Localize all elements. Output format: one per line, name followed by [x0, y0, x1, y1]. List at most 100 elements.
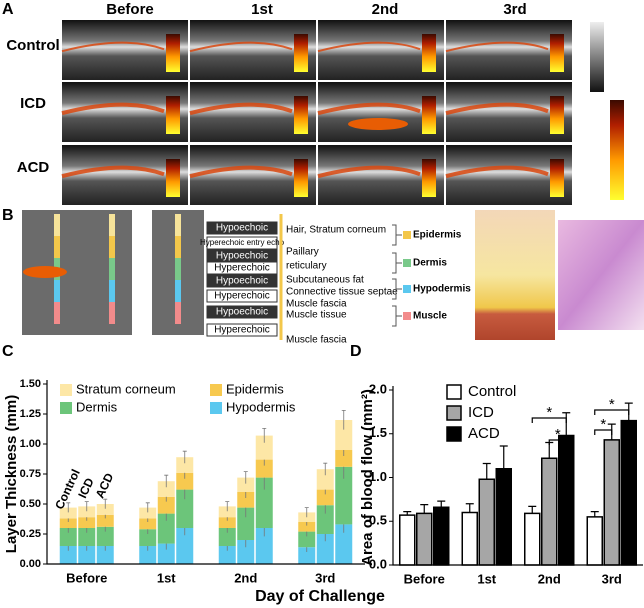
bar-segment [316, 534, 334, 564]
structure-label: Paillary [286, 247, 319, 258]
bar-segment [237, 507, 255, 540]
bar [416, 512, 433, 566]
flow-signal [23, 266, 67, 278]
bar-segment [335, 466, 353, 525]
flow-signal [189, 165, 293, 179]
structure-label: Subcutaneous fat [286, 275, 364, 286]
significance-mark: * [609, 396, 615, 413]
y-tick-label: 0.00 [20, 558, 41, 570]
bar-segment [298, 547, 316, 564]
y-tick-label: 1.0 [369, 469, 387, 484]
echo-box [206, 305, 278, 319]
y-tick-label: 1.50 [20, 378, 41, 390]
bar-segment [298, 531, 316, 548]
layer-label: Hypodermis [413, 284, 471, 295]
flow-signal [317, 165, 421, 179]
layer-band [54, 280, 60, 302]
bar [461, 511, 478, 566]
significance-bracket [548, 439, 567, 445]
error-bar [164, 474, 169, 488]
bar-segment [139, 529, 157, 546]
panel-label: D [350, 343, 362, 360]
bar [433, 506, 450, 566]
error-bar [562, 412, 571, 436]
panel-a: A Before 1st 2nd 3rd Control ICD ACD [2, 1, 624, 205]
panel-d: D 0.0 0.5 1.0 1.5 2.0 Before 1st 2nd 3rd Area of b… [350, 343, 643, 586]
bar [586, 516, 603, 566]
error-bar [482, 462, 491, 480]
y-axis-title: Layer Thickness (mm) [3, 395, 20, 553]
error-bar [66, 502, 71, 513]
significance-mark: * [600, 416, 606, 433]
error-bar [341, 410, 346, 430]
bracket [392, 252, 402, 274]
skin-illustration [475, 210, 555, 340]
error-bar [323, 462, 328, 476]
bar-segment [139, 546, 157, 564]
bar-segment [316, 469, 334, 490]
color-bar [166, 159, 180, 197]
color-bar [294, 96, 308, 134]
echo-box [206, 261, 278, 275]
bar [478, 478, 495, 566]
bar [524, 512, 541, 566]
error-bar [499, 445, 508, 469]
bar-segment [237, 540, 255, 564]
panel-label: A [2, 1, 14, 18]
axes [46, 380, 365, 565]
bar-segment [237, 477, 255, 492]
panel-label: C [2, 343, 14, 360]
bar-segment [139, 518, 157, 530]
bracket [392, 305, 402, 327]
bar-segment [96, 526, 114, 546]
bar [620, 419, 637, 566]
bar-segment [218, 528, 236, 546]
layer-band [54, 236, 60, 258]
echo-box [206, 289, 278, 303]
column-header: 2nd [372, 1, 399, 18]
layer-band [54, 214, 60, 236]
layer-swatch [403, 231, 411, 239]
y-tick-label: 0.5 [369, 513, 387, 528]
error-bar [403, 511, 412, 516]
color-bar [550, 96, 564, 134]
structure-label: Muscle tissue [286, 310, 347, 321]
bar [541, 457, 558, 566]
error-bar [84, 501, 89, 512]
error-bar [304, 507, 309, 518]
bar-segment [335, 524, 353, 564]
y-tick-label: 0.50 [20, 498, 41, 510]
legend-swatch [446, 426, 462, 442]
flow-signal [445, 165, 549, 179]
error-bar [590, 511, 599, 517]
flow-signal [61, 165, 165, 179]
bar [399, 514, 416, 566]
y-axis-title: Area of blood flow (mm²) [359, 389, 376, 566]
bar-segment [255, 528, 273, 564]
echo-label: Hyperechoic entry echo [200, 238, 285, 247]
layer-band [109, 302, 115, 324]
layer-swatch [403, 259, 411, 267]
axes [392, 386, 643, 566]
legend-label: Control [468, 383, 516, 400]
bar-segment [59, 546, 77, 564]
color-bar [294, 159, 308, 197]
legend-label: Dermis [76, 399, 118, 414]
y-tick-label: 0.25 [20, 528, 41, 540]
legend-label: Hypodermis [226, 399, 296, 414]
echo-box [206, 221, 278, 235]
panel-label: B [2, 207, 14, 224]
bar-segment [96, 514, 114, 527]
bar [603, 439, 620, 566]
layer-band [109, 258, 115, 280]
legend-label: ACD [468, 425, 500, 442]
significance-bracket [594, 429, 613, 435]
color-bar [166, 34, 180, 72]
x-tick-label: 2nd [234, 570, 257, 585]
layer-band [175, 236, 181, 258]
layer-band [175, 280, 181, 302]
color-bar [550, 159, 564, 197]
legend-swatch [210, 402, 222, 414]
layer-swatch [403, 312, 411, 320]
structure-label: Muscle fascia [286, 335, 347, 346]
